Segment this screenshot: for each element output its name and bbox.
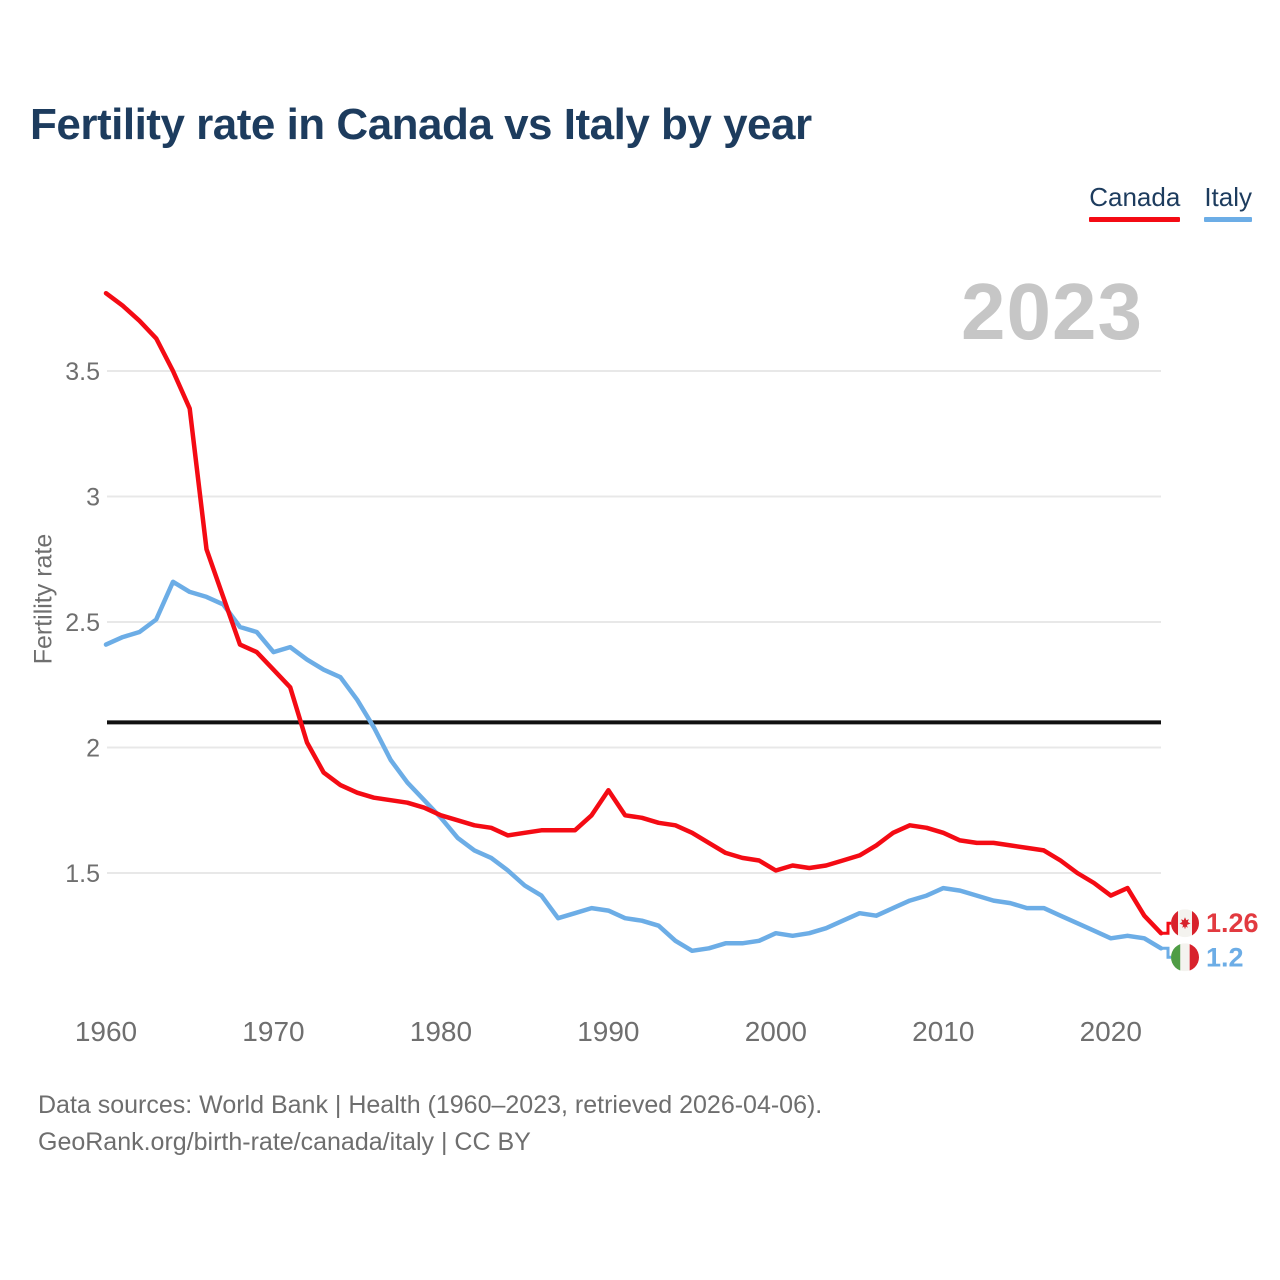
y-tick-label: 2.5 bbox=[65, 609, 100, 637]
x-tick-label: 1960 bbox=[75, 1016, 137, 1047]
footer-link-line[interactable]: GeoRank.org/birth-rate/canada/italy | CC… bbox=[38, 1128, 531, 1156]
x-tick-label: 2000 bbox=[745, 1016, 807, 1047]
legend-item-canada[interactable]: Canada bbox=[1089, 182, 1181, 222]
legend-underline-italy bbox=[1204, 216, 1252, 222]
legend: Canada Italy bbox=[1089, 183, 1252, 222]
end-connector-italy bbox=[1161, 946, 1171, 959]
maple-leaf-icon bbox=[1179, 917, 1191, 930]
y-tick-label: 3 bbox=[86, 484, 100, 512]
legend-label-italy: Italy bbox=[1204, 182, 1252, 212]
footer: Data sources: World Bank | Health (1960–… bbox=[38, 1087, 822, 1161]
series-line-italy[interactable] bbox=[103, 579, 1164, 954]
canada-flag-icon bbox=[1171, 909, 1199, 938]
year-watermark: 2023 bbox=[961, 267, 1143, 356]
x-tick-label: 2020 bbox=[1080, 1016, 1142, 1047]
legend-underline-canada bbox=[1089, 216, 1181, 222]
end-value-label-canada: 1.26 bbox=[1206, 908, 1259, 938]
footer-source-line: Data sources: World Bank | Health (1960–… bbox=[38, 1091, 823, 1119]
x-tick-label: 1980 bbox=[410, 1016, 472, 1047]
x-tick-label: 2010 bbox=[912, 1016, 974, 1047]
y-tick-label: 3.5 bbox=[65, 358, 100, 386]
y-tick-label: 2 bbox=[86, 735, 100, 763]
x-tick-label: 1990 bbox=[577, 1016, 639, 1047]
series-line-canada[interactable] bbox=[103, 290, 1164, 936]
end-connector-canada bbox=[1161, 921, 1171, 935]
italy-flag-icon bbox=[1171, 943, 1199, 972]
y-tick-label: 1.5 bbox=[65, 860, 100, 888]
legend-item-italy[interactable]: Italy bbox=[1204, 183, 1252, 222]
legend-label-canada: Canada bbox=[1089, 182, 1181, 212]
page-title: Fertility rate in Canada vs Italy by yea… bbox=[30, 100, 812, 149]
end-value-label-italy: 1.2 bbox=[1206, 942, 1244, 972]
x-tick-label: 1970 bbox=[242, 1016, 304, 1047]
